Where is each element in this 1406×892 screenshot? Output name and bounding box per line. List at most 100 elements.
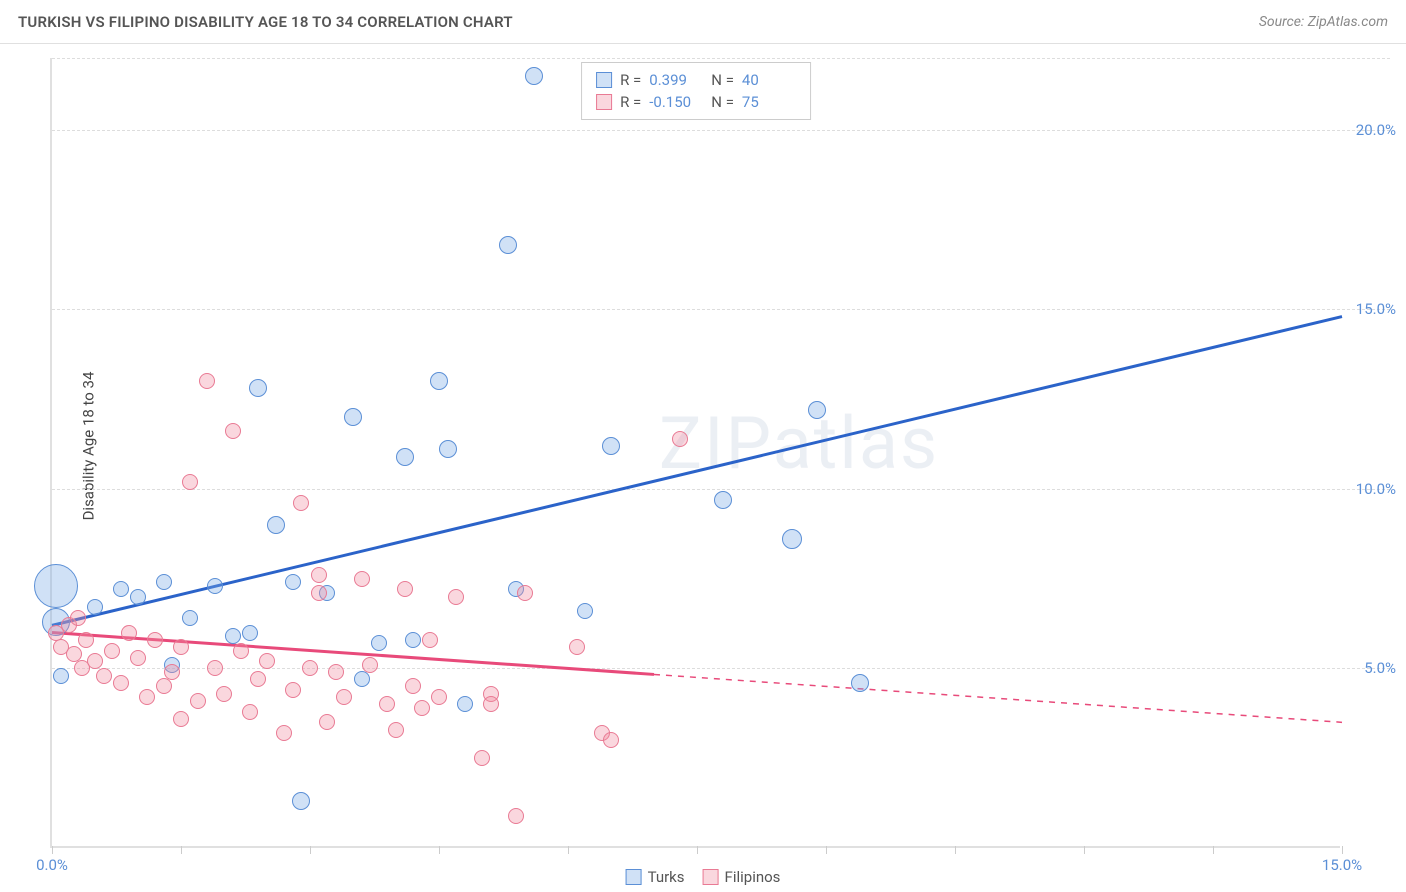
data-point-filipinos[interactable] xyxy=(225,423,241,439)
data-point-turks[interactable] xyxy=(577,603,593,619)
chart-header: TURKISH VS FILIPINO DISABILITY AGE 18 TO… xyxy=(0,0,1406,44)
data-point-filipinos[interactable] xyxy=(130,650,146,666)
y-tick-label: 5.0% xyxy=(1364,659,1396,677)
data-point-filipinos[interactable] xyxy=(285,682,301,698)
data-point-turks[interactable] xyxy=(87,599,103,615)
data-point-filipinos[interactable] xyxy=(113,675,129,691)
data-point-turks[interactable] xyxy=(354,671,370,687)
data-point-filipinos[interactable] xyxy=(104,643,120,659)
data-point-filipinos[interactable] xyxy=(328,664,344,680)
chart-container: TURKISH VS FILIPINO DISABILITY AGE 18 TO… xyxy=(0,0,1406,892)
data-point-filipinos[interactable] xyxy=(250,671,266,687)
data-point-filipinos[interactable] xyxy=(379,696,395,712)
data-point-turks[interactable] xyxy=(457,696,473,712)
data-point-filipinos[interactable] xyxy=(276,725,292,741)
trendline-dash-filipinos xyxy=(654,674,1342,722)
data-point-filipinos[interactable] xyxy=(319,714,335,730)
data-point-filipinos[interactable] xyxy=(164,664,180,680)
chart-title: TURKISH VS FILIPINO DISABILITY AGE 18 TO… xyxy=(18,13,513,31)
data-point-filipinos[interactable] xyxy=(96,668,112,684)
data-point-filipinos[interactable] xyxy=(405,678,421,694)
data-point-filipinos[interactable] xyxy=(302,660,318,676)
data-point-filipinos[interactable] xyxy=(354,571,370,587)
data-point-turks[interactable] xyxy=(156,574,172,590)
data-point-turks[interactable] xyxy=(405,632,421,648)
x-tick-label: 0.0% xyxy=(36,856,68,874)
data-point-filipinos[interactable] xyxy=(603,732,619,748)
data-point-filipinos[interactable] xyxy=(147,632,163,648)
data-point-filipinos[interactable] xyxy=(173,639,189,655)
data-point-turks[interactable] xyxy=(851,674,869,692)
data-point-filipinos[interactable] xyxy=(517,585,533,601)
legend-item-turks: Turks xyxy=(626,868,685,886)
data-point-turks[interactable] xyxy=(782,529,802,549)
data-point-filipinos[interactable] xyxy=(139,689,155,705)
data-point-filipinos[interactable] xyxy=(388,722,404,738)
data-point-filipinos[interactable] xyxy=(121,625,137,641)
data-point-filipinos[interactable] xyxy=(311,567,327,583)
data-point-filipinos[interactable] xyxy=(362,657,378,673)
data-point-turks[interactable] xyxy=(207,578,223,594)
data-point-filipinos[interactable] xyxy=(448,589,464,605)
plot-area: ZIPatlas R = 0.399 N = 40 R = -0.150 N =… xyxy=(50,58,1340,848)
trendline-turks xyxy=(52,317,1342,626)
data-point-filipinos[interactable] xyxy=(207,660,223,676)
data-point-turks[interactable] xyxy=(267,516,285,534)
data-point-filipinos[interactable] xyxy=(431,689,447,705)
data-point-turks[interactable] xyxy=(371,635,387,651)
data-point-filipinos[interactable] xyxy=(422,632,438,648)
data-point-filipinos[interactable] xyxy=(233,643,249,659)
data-point-filipinos[interactable] xyxy=(216,686,232,702)
swatch-turks xyxy=(626,869,642,885)
series-label-filipinos: Filipinos xyxy=(725,868,781,886)
data-point-turks[interactable] xyxy=(439,440,457,458)
data-point-turks[interactable] xyxy=(249,379,267,397)
data-point-filipinos[interactable] xyxy=(311,585,327,601)
data-point-turks[interactable] xyxy=(182,610,198,626)
data-point-turks[interactable] xyxy=(34,564,78,608)
data-point-filipinos[interactable] xyxy=(569,639,585,655)
data-point-filipinos[interactable] xyxy=(70,610,86,626)
data-point-turks[interactable] xyxy=(130,589,146,605)
data-point-filipinos[interactable] xyxy=(78,632,94,648)
data-point-filipinos[interactable] xyxy=(293,495,309,511)
data-point-turks[interactable] xyxy=(113,581,129,597)
data-point-filipinos[interactable] xyxy=(173,711,189,727)
data-point-turks[interactable] xyxy=(430,372,448,390)
swatch-filipinos xyxy=(703,869,719,885)
data-point-filipinos[interactable] xyxy=(259,653,275,669)
y-tick-label: 20.0% xyxy=(1356,121,1396,139)
data-point-filipinos[interactable] xyxy=(156,678,172,694)
series-label-turks: Turks xyxy=(648,868,685,886)
data-point-filipinos[interactable] xyxy=(474,750,490,766)
x-tick-label: 15.0% xyxy=(1322,856,1362,874)
data-point-filipinos[interactable] xyxy=(483,696,499,712)
data-point-filipinos[interactable] xyxy=(397,581,413,597)
data-point-turks[interactable] xyxy=(344,408,362,426)
data-point-turks[interactable] xyxy=(285,574,301,590)
data-point-filipinos[interactable] xyxy=(199,373,215,389)
data-point-turks[interactable] xyxy=(242,625,258,641)
data-point-turks[interactable] xyxy=(292,792,310,810)
data-point-filipinos[interactable] xyxy=(336,689,352,705)
y-tick-label: 15.0% xyxy=(1356,300,1396,318)
data-point-turks[interactable] xyxy=(525,67,543,85)
data-point-filipinos[interactable] xyxy=(672,431,688,447)
data-point-filipinos[interactable] xyxy=(182,474,198,490)
data-point-filipinos[interactable] xyxy=(414,700,430,716)
data-point-filipinos[interactable] xyxy=(66,646,82,662)
data-point-turks[interactable] xyxy=(714,491,732,509)
data-point-turks[interactable] xyxy=(53,668,69,684)
y-tick-label: 10.0% xyxy=(1356,480,1396,498)
data-point-turks[interactable] xyxy=(602,437,620,455)
data-point-turks[interactable] xyxy=(225,628,241,644)
data-point-turks[interactable] xyxy=(499,236,517,254)
data-point-turks[interactable] xyxy=(396,448,414,466)
data-point-filipinos[interactable] xyxy=(190,693,206,709)
data-point-filipinos[interactable] xyxy=(508,808,524,824)
data-point-filipinos[interactable] xyxy=(87,653,103,669)
data-point-filipinos[interactable] xyxy=(242,704,258,720)
data-point-turks[interactable] xyxy=(808,401,826,419)
legend-series: Turks Filipinos xyxy=(626,868,781,886)
source-label: Source: ZipAtlas.com xyxy=(1259,14,1388,30)
